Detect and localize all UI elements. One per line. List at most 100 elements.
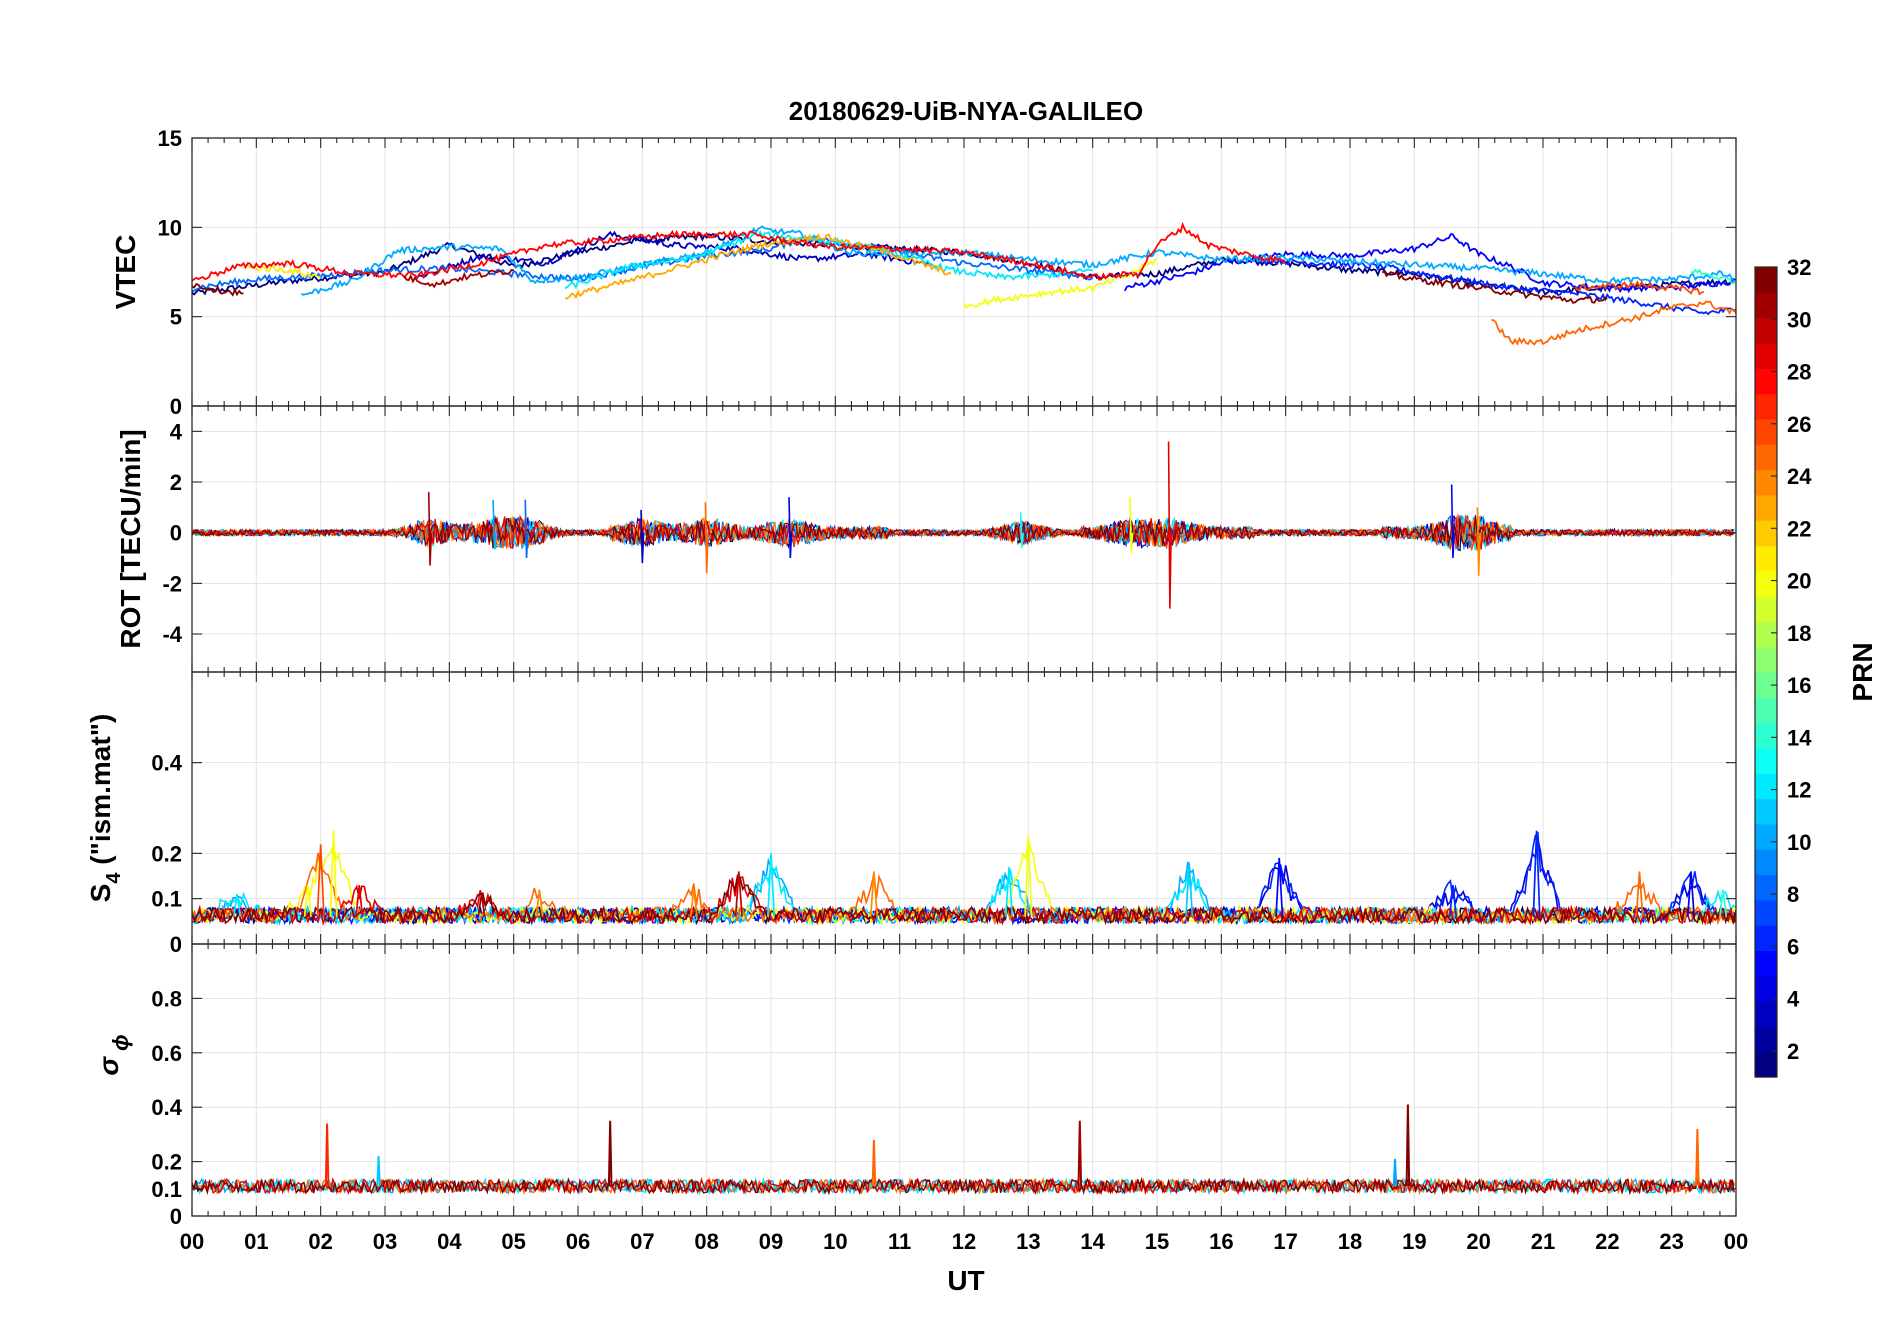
colorbar-segment — [1755, 975, 1777, 1002]
y-tick-label: 2 — [170, 470, 182, 495]
s4-peak — [232, 894, 242, 917]
rot-spike — [1450, 484, 1456, 559]
colorbar-segment — [1755, 950, 1777, 977]
s4-peak — [303, 884, 312, 917]
colorbar-segment — [1755, 393, 1777, 420]
colorbar-segment — [1755, 672, 1777, 698]
sigma-spike — [1695, 1128, 1700, 1187]
y-tick-label: 0.4 — [151, 751, 182, 776]
ylabel-main: σ — [93, 1056, 124, 1076]
y-axis-label: VTEC — [110, 235, 141, 310]
rot-series-prn-29 — [192, 514, 1735, 551]
colorbar-tick-label: 8 — [1787, 882, 1799, 907]
x-tick-label: 23 — [1659, 1229, 1683, 1254]
sigma-spike — [1077, 1120, 1083, 1187]
y-tick-label: 0 — [170, 1204, 182, 1229]
colorbar-segment — [1755, 444, 1777, 471]
rot-spike — [524, 499, 529, 559]
y-tick-label: 0 — [170, 521, 182, 546]
vtec-series-prn-26 — [1574, 280, 1705, 296]
s4-peak — [869, 871, 878, 917]
y-axis-label: S4 ("ism.mat") — [85, 714, 125, 903]
colorbar-tick-label: 30 — [1787, 307, 1811, 332]
ylabel-main: S — [85, 884, 116, 903]
y-tick-label: -2 — [162, 571, 182, 596]
y-tick-label: 0 — [170, 394, 182, 419]
s4-peak — [734, 871, 743, 917]
s4-peak — [329, 830, 338, 917]
colorbar-segment — [1755, 418, 1777, 445]
s4-peak — [689, 889, 698, 917]
ylabel-rest: ("ism.mat") — [85, 714, 116, 873]
colorbar-segment — [1755, 798, 1777, 825]
sigma-spike — [1392, 1158, 1398, 1187]
vtec-series-prn-32 — [192, 283, 244, 297]
panel-vtec: 0 5 10 15 VTEC — [110, 126, 1737, 419]
y-tick-label: 0.4 — [151, 1095, 182, 1120]
ylabel-sub: 4 — [103, 872, 125, 884]
rot-spike — [1167, 441, 1172, 609]
x-tick-label: 22 — [1595, 1229, 1619, 1254]
y-tick-label: 0.2 — [151, 841, 182, 866]
y-tick-label: 10 — [158, 215, 182, 240]
s4-peak — [316, 844, 325, 917]
colorbar-tick-label: 20 — [1787, 569, 1811, 594]
rot-series-prn-32 — [192, 515, 1735, 548]
y-tick-label: 0.6 — [151, 1041, 182, 1066]
x-tick-label: 03 — [373, 1229, 397, 1254]
y-axis-label: ROT [TECU/min] — [115, 429, 146, 648]
s4-peak — [766, 853, 776, 917]
rot-spike — [1129, 497, 1134, 553]
x-axis-label: UT — [947, 1265, 984, 1296]
chart-title: 20180629-UiB-NYA-GALILEO — [789, 96, 1144, 126]
colorbar-segment — [1755, 317, 1777, 344]
sigma-series-prn-32 — [192, 1176, 1735, 1196]
colorbar-segment — [1755, 292, 1777, 319]
x-tick-label: 16 — [1209, 1229, 1233, 1254]
s4-peak — [1275, 857, 1284, 917]
s4-peak — [355, 884, 364, 917]
vtec-series-prn-25 — [1491, 300, 1736, 346]
x-tick-label: 21 — [1531, 1229, 1555, 1254]
colorbar-segment — [1755, 267, 1777, 293]
s4-peak — [1004, 866, 1014, 917]
vtec-series-prn-10 — [301, 225, 1736, 296]
x-tick-label: 05 — [501, 1229, 525, 1254]
vtec-series-prn-14 — [1690, 268, 1736, 285]
rot-spike — [788, 497, 793, 559]
x-tick-label: 13 — [1016, 1229, 1040, 1254]
x-tick-label: 17 — [1273, 1229, 1297, 1254]
data-area — [192, 221, 1736, 346]
ylabel-sub: ϕ — [108, 1034, 133, 1051]
colorbar-tick-label: 26 — [1787, 412, 1811, 437]
colorbar-segment — [1755, 1026, 1777, 1053]
s4-peak — [1024, 835, 1033, 917]
vtec-series-prn-32 — [1381, 270, 1608, 304]
y-tick-label: 0.8 — [151, 986, 182, 1011]
vtec-series-prn-31 — [403, 269, 514, 289]
colorbar-segment — [1755, 520, 1777, 547]
colorbar-segment — [1755, 722, 1777, 749]
vtec-series-prn-28 — [192, 221, 1287, 282]
rot-spike — [492, 499, 497, 546]
panel-rot: -4 -2 0 2 4 ROT [TECU/min] — [115, 405, 1737, 673]
colorbar-segment — [1755, 646, 1777, 673]
x-tick-label: 00 — [180, 1229, 204, 1254]
colorbar-segment — [1755, 545, 1777, 572]
x-tick-label: 04 — [437, 1229, 462, 1254]
colorbar-tick-label: 10 — [1787, 830, 1811, 855]
x-tick-label: 18 — [1338, 1229, 1362, 1254]
colorbar-segment — [1755, 697, 1777, 724]
colorbar-segment — [1755, 469, 1777, 496]
y-tick-label: 0.2 — [151, 1150, 182, 1175]
x-tick-label: 11 — [888, 1229, 911, 1254]
vtec-series-prn-21 — [242, 264, 321, 279]
x-tick-label: 07 — [630, 1229, 654, 1254]
colorbar-segment — [1755, 342, 1777, 369]
x-tick-label: 00 — [1724, 1229, 1748, 1254]
x-tick-label: 15 — [1145, 1229, 1169, 1254]
colorbar-segment — [1755, 925, 1777, 952]
rot-spike — [640, 509, 645, 564]
